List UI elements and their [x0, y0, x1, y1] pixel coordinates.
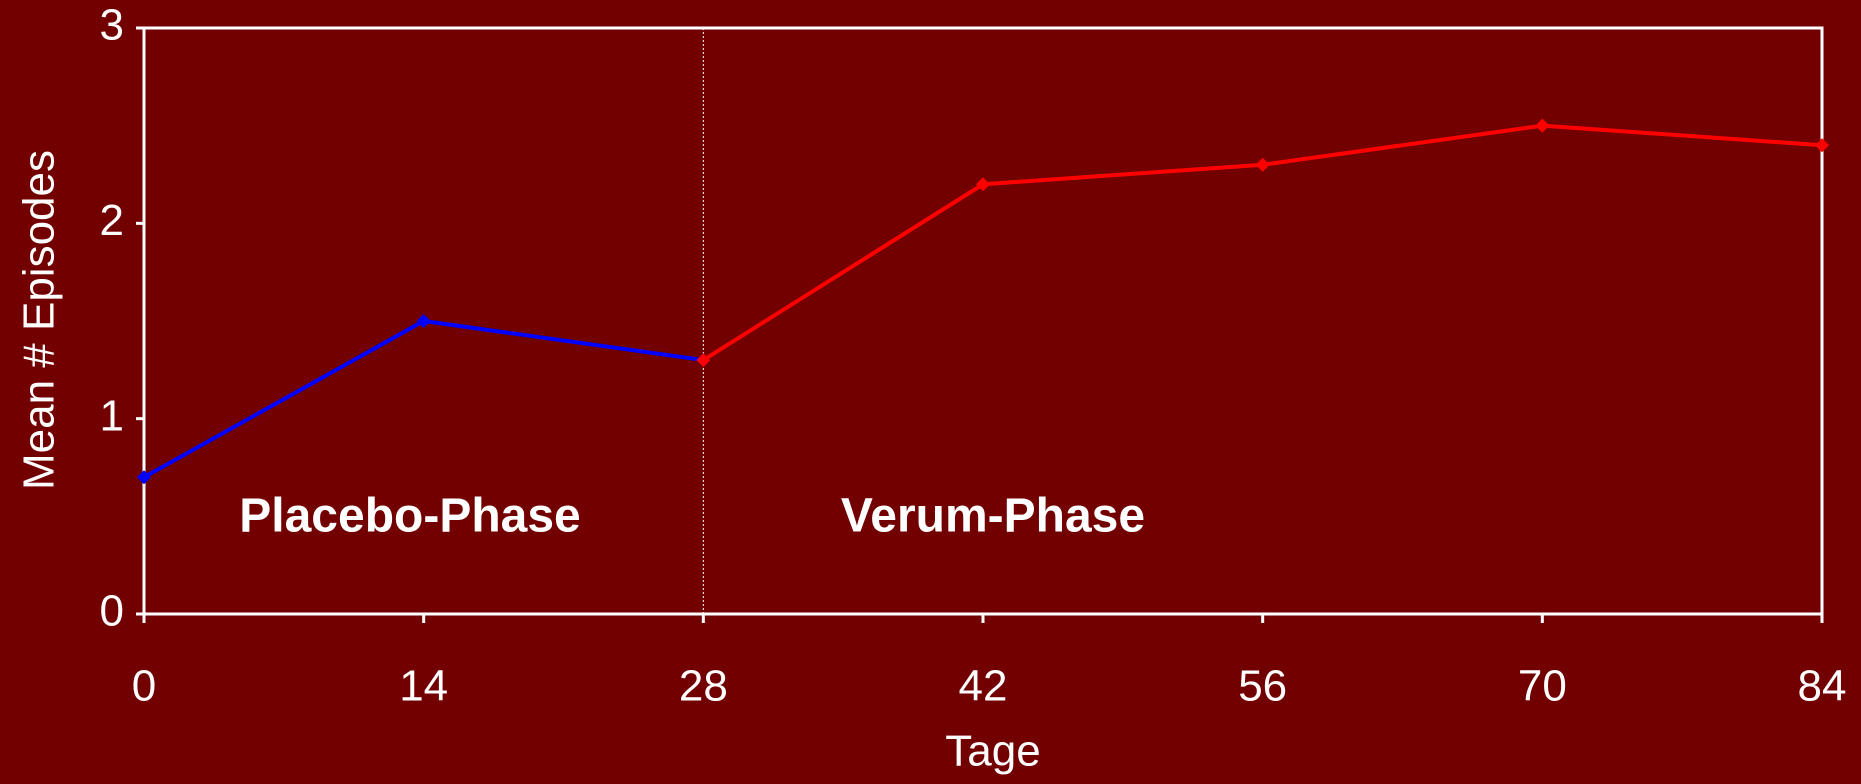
y-axis-title: Mean # Episodes [15, 150, 64, 490]
marker [696, 353, 711, 368]
x-tick-label: 70 [1518, 662, 1567, 711]
y-tick-label: 2 [100, 196, 124, 245]
annotation: Verum-Phase [841, 490, 1145, 543]
marker [1815, 138, 1829, 153]
marker [137, 470, 151, 485]
y-tick-label: 1 [100, 391, 124, 440]
marker [1255, 157, 1270, 172]
marker [1535, 118, 1550, 133]
y-tick-label: 0 [100, 587, 124, 636]
marker [976, 177, 990, 192]
x-tick-label: 84 [1798, 662, 1847, 711]
x-tick-label: 56 [1238, 662, 1287, 711]
x-tick-label: 28 [679, 662, 728, 711]
x-tick-label: 0 [132, 662, 156, 711]
x-axis-title: Tage [945, 727, 1040, 776]
annotation: Placebo-Phase [239, 490, 580, 543]
marker [416, 314, 431, 328]
y-tick-label: 3 [100, 1, 124, 50]
x-tick-label: 42 [959, 662, 1008, 711]
x-tick-label: 14 [399, 662, 448, 711]
